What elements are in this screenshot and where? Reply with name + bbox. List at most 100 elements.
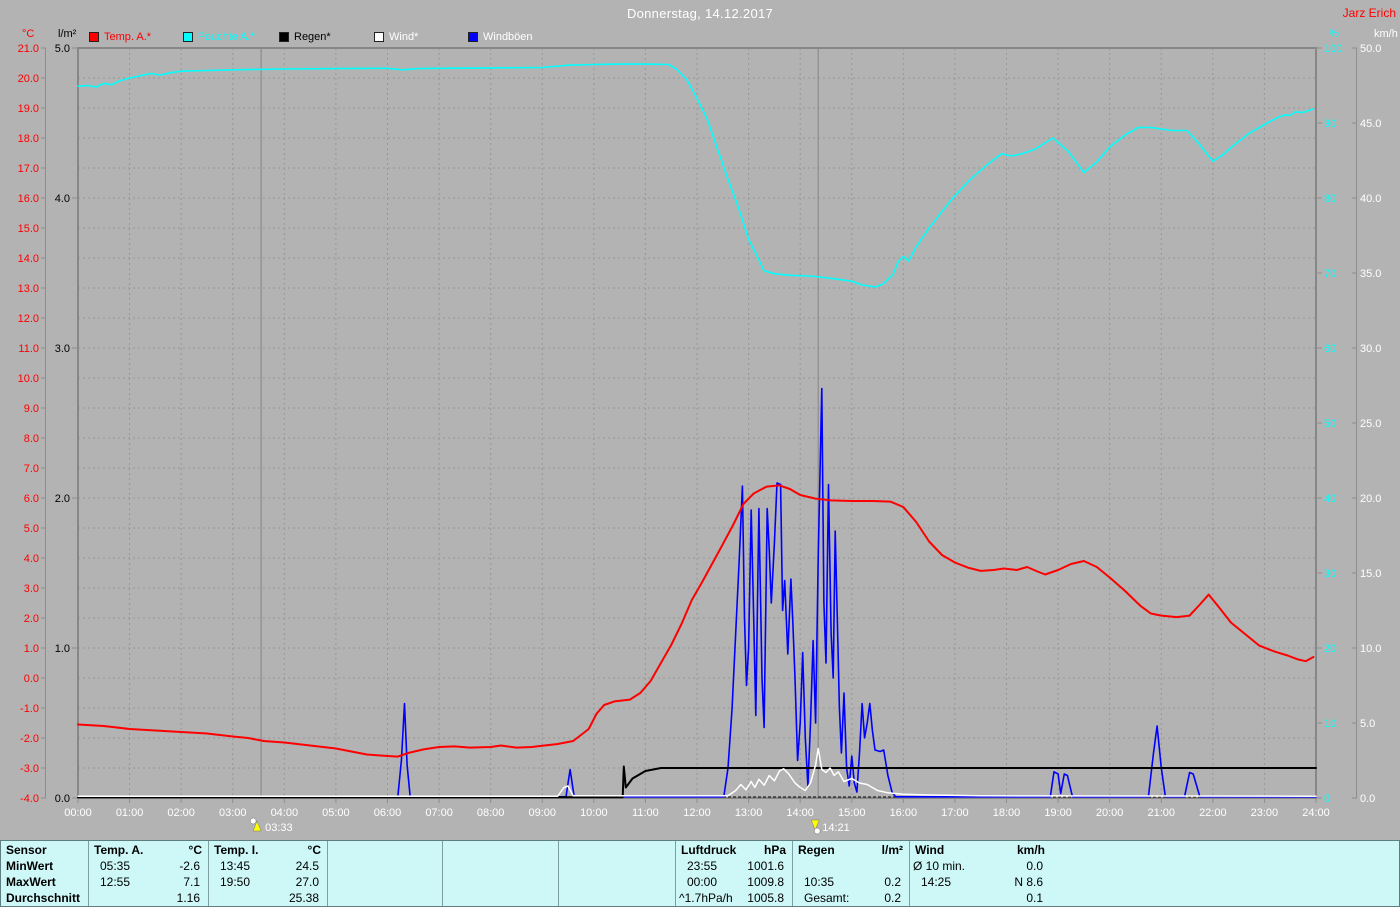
table-cell-value: 27.0 [295,875,319,889]
table-cell-time: Ø 10 min. [913,859,966,873]
astro-marker-label-1: 14:21 [822,822,850,834]
temp-axis-label: 21.0 [18,43,39,55]
legend-item-1: Feuchte A.* [183,30,255,44]
table-column-divider [442,841,443,906]
table-col-title: Regen [798,843,835,857]
table-cell-value: 0.0 [1026,859,1043,873]
humidity-axis-label: 20 [1324,643,1336,655]
table-cell-value: 24.5 [295,859,319,873]
table-cell-value: -2.6 [179,859,200,873]
table-cell-time: 00:00 [687,875,718,889]
temp-axis-label: 5.0 [24,523,39,535]
rain-axis-label: 0.0 [55,793,70,805]
legend-item-3: Wind* [374,30,418,44]
table-column-divider [88,841,89,906]
legend-swatch-icon [89,32,99,42]
hour-label: 05:00 [322,807,350,819]
hour-label: 20:00 [1096,807,1124,819]
table-cell-time: 14:25 [921,875,952,889]
rain-series-line [77,765,1317,799]
legend-label: Regen* [294,31,331,43]
temp-axis-label: 0.0 [24,673,39,685]
left-axis-unit-1: l/m² [58,28,77,40]
temp-axis-label: 16.0 [18,193,39,205]
table-col-title: Wind [915,843,945,857]
temp-axis-label: -4.0 [20,793,39,805]
temp-axis-label: 6.0 [24,493,39,505]
hour-label: 15:00 [838,807,866,819]
legend-label: Temp. A.* [104,31,152,43]
table-cell-time: 23:55 [687,859,718,873]
table-row-label: Sensor [6,843,47,857]
legend-swatch-icon [279,32,289,42]
table-column-divider [327,841,328,906]
temp-axis-label: -3.0 [20,763,39,775]
wind-axis-label: 0.0 [1360,793,1375,805]
table-col-title: Luftdruck [681,843,737,857]
table-column-divider [792,841,793,906]
table-cell-value: 1009.8 [747,875,784,889]
humidity-axis-label: 100 [1324,43,1342,55]
table-cell-time: 19:50 [220,875,251,889]
wind-axis-label: 45.0 [1360,118,1381,130]
hour-label: 04:00 [271,807,299,819]
table-col-unit: °C [188,843,202,857]
weather-chart-svg: 21.0 20.0 19.0 18.0 17.0 16.0 15.0 14.0 13.0 12.0… [18,43,1381,835]
legend-label: Feuchte A.* [198,31,255,43]
temp-axis-label: 8.0 [24,433,39,445]
humidity-axis-label: 60 [1324,343,1336,355]
temp-axis-label: 12.0 [18,313,39,325]
table-cell-time: ^1.7hPa/h [679,891,733,905]
temp-axis-label: 10.0 [18,373,39,385]
hour-label: 16:00 [890,807,918,819]
rain-axis-label: 5.0 [55,43,70,55]
right-axis-unit-0: % [1329,28,1339,40]
hour-label: 10:00 [580,807,608,819]
humidity-axis-label: 0 [1324,793,1330,805]
hour-label: 19:00 [1044,807,1072,819]
temp-series-line [77,484,1315,758]
temp-axis-label: 3.0 [24,583,39,595]
humidity-axis-label: 30 [1324,568,1336,580]
table-cell-value: 7.1 [183,875,200,889]
table-cell-value: 0.2 [884,875,901,889]
wind-axis-label: 40.0 [1360,193,1381,205]
hour-label: 17:00 [941,807,969,819]
legend-label: Windböen [483,31,533,43]
page-title: Donnerstag, 14.12.2017 [626,6,774,21]
hour-label: 21:00 [1147,807,1175,819]
wind-axis-label: 50.0 [1360,43,1381,55]
legend-swatch-icon [468,32,478,42]
moonset-disc-icon [813,827,821,835]
stats-table: Sensor MinWert MaxWert Durchschnitt Temp. A.… [0,840,1400,907]
table-col-unit: hPa [763,843,786,857]
chart-legend: °C l/m²% km/h Temp. A.* Feuchte A.* Regen* Win… [0,0,1400,48]
legend-item-4: Windböen [468,30,533,44]
temp-axis-label: 11.0 [18,343,39,355]
temp-axis-label: 19.0 [18,103,39,115]
temp-axis-label: 14.0 [18,253,39,265]
table-row-label: Durchschnitt [6,891,81,905]
humidity-axis-label: 80 [1324,193,1336,205]
temp-axis-label: 4.0 [24,553,39,565]
table-col-unit: km/h [1016,843,1045,857]
humidity-axis-label: 90 [1324,118,1336,130]
legend-item-0: Temp. A.* [89,30,151,44]
wind-axis-label: 5.0 [1360,718,1375,730]
temp-axis-label: -1.0 [20,703,39,715]
rain-axis-label: 1.0 [55,643,70,655]
hour-label: 00:00 [64,807,92,819]
table-cell-time: 10:35 [804,875,835,889]
table-cell-value: 0.2 [884,891,901,905]
hour-label: 01:00 [116,807,144,819]
temp-axis-label: 9.0 [24,403,39,415]
legend-swatch-icon [183,32,193,42]
hour-label: 06:00 [374,807,402,819]
temp-axis-label: 1.0 [24,643,39,655]
hour-label: 18:00 [993,807,1021,819]
hour-label: 14:00 [786,807,814,819]
moonset-icon [810,819,820,831]
moonrise-icon [252,820,262,832]
wind-axis-label: 25.0 [1360,418,1381,430]
hour-label: 22:00 [1199,807,1227,819]
